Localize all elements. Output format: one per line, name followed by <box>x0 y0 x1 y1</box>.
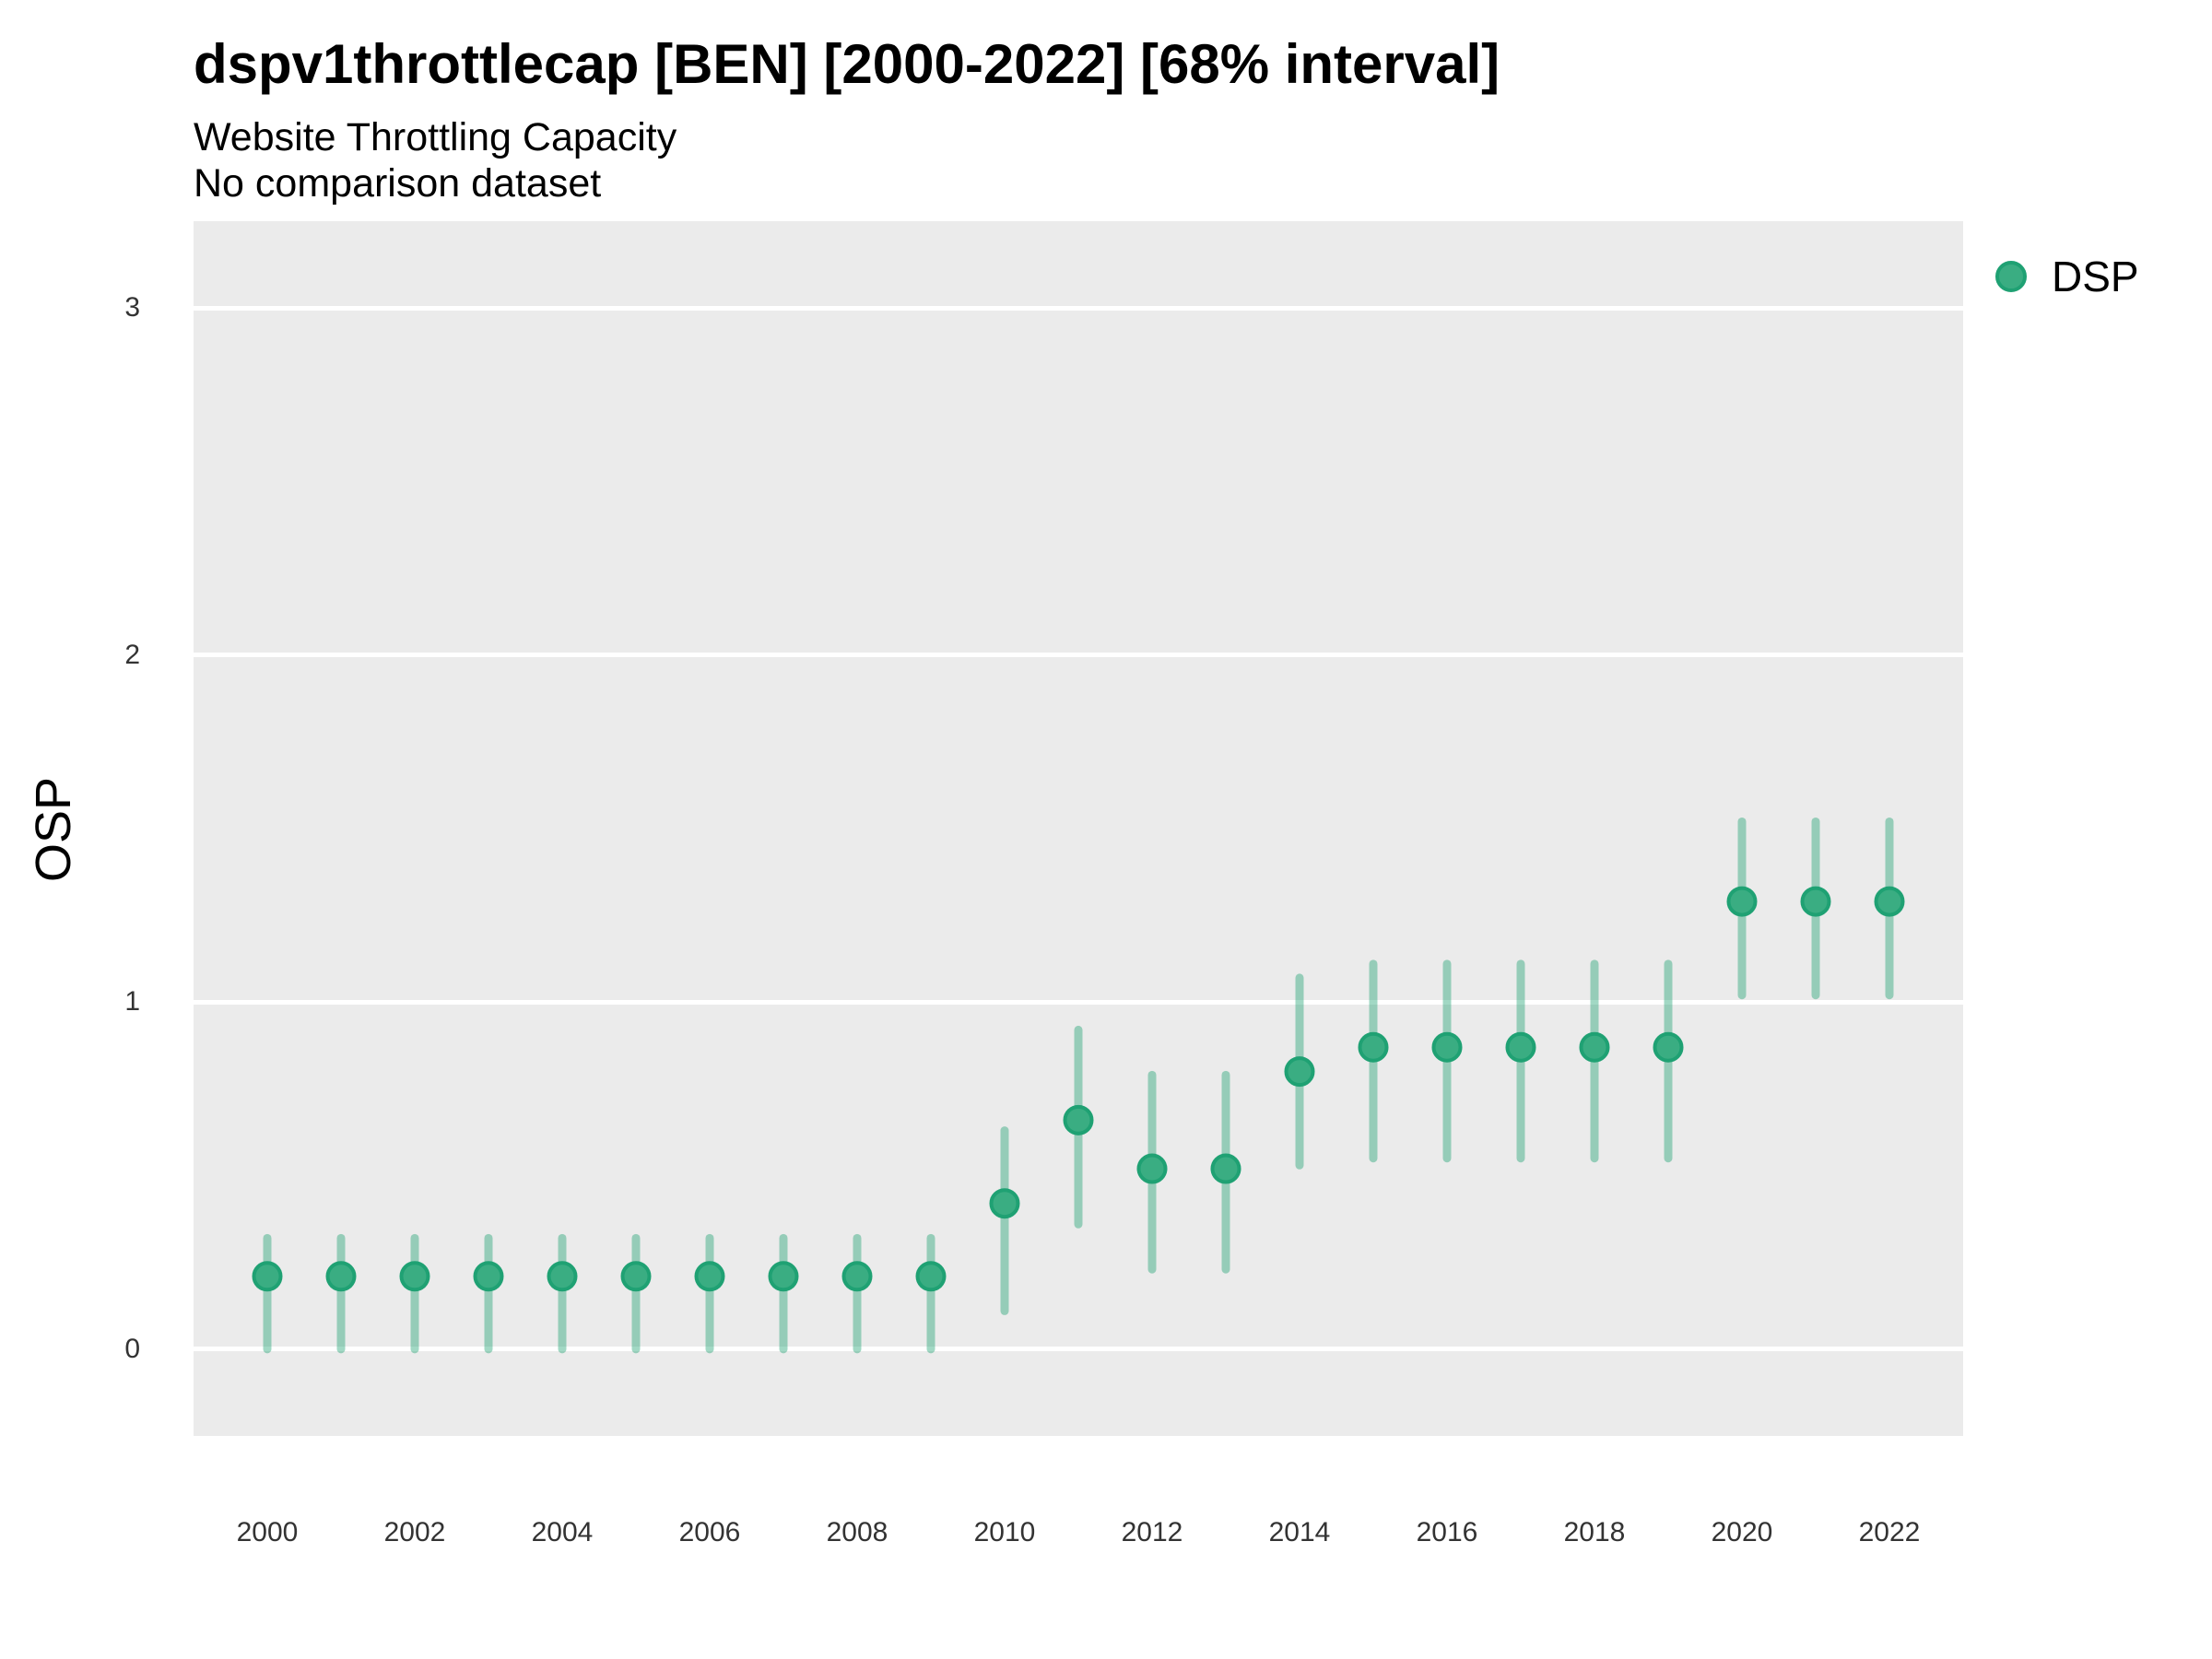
point-dsp-2003 <box>473 1261 504 1292</box>
x-tick-label-2006: 2006 <box>678 1517 741 1547</box>
plot-panel <box>194 221 1963 1436</box>
y-tick-label-1: 1 <box>124 986 140 1018</box>
point-dsp-2002 <box>399 1261 430 1292</box>
x-tick-label-2014: 2014 <box>1268 1517 1331 1547</box>
y-tick-label-2: 2 <box>124 639 140 670</box>
gridline-y-0 <box>194 1347 1963 1352</box>
point-dsp-2000 <box>252 1261 283 1292</box>
point-dsp-2005 <box>620 1261 652 1292</box>
legend-point-icon <box>1995 261 2027 292</box>
point-dsp-2008 <box>841 1261 873 1292</box>
point-dsp-2010 <box>989 1188 1020 1219</box>
point-dsp-2012 <box>1136 1153 1168 1184</box>
point-dsp-2011 <box>1063 1104 1094 1135</box>
plot-canvas <box>252 817 1905 1354</box>
point-dsp-2017 <box>1505 1031 1536 1063</box>
y-axis-title: OSP <box>26 776 81 883</box>
point-dsp-2004 <box>547 1261 578 1292</box>
point-dsp-2018 <box>1579 1031 1610 1063</box>
chart-note: No comparison dataset <box>194 161 602 206</box>
chart-subtitle: Website Throttling Capacity <box>194 115 677 159</box>
x-tick-label-2004: 2004 <box>531 1517 594 1547</box>
x-tick-label-2022: 2022 <box>1858 1517 1921 1547</box>
gridline-y-1 <box>194 999 1963 1005</box>
point-dsp-2013 <box>1210 1153 1241 1184</box>
x-tick-label-2002: 2002 <box>383 1517 446 1547</box>
y-tick-label-0: 0 <box>124 1333 140 1364</box>
y-tick-label-3: 3 <box>124 292 140 324</box>
point-dsp-2020 <box>1726 886 1758 917</box>
point-dsp-2021 <box>1800 886 1831 917</box>
x-tick-label-2018: 2018 <box>1563 1517 1626 1547</box>
x-tick-label-2000: 2000 <box>236 1517 299 1547</box>
x-tick-label-2008: 2008 <box>826 1517 888 1547</box>
point-dsp-2014 <box>1284 1056 1315 1088</box>
x-tick-label-2010: 2010 <box>973 1517 1036 1547</box>
x-tick-label-2012: 2012 <box>1121 1517 1183 1547</box>
x-tick-label-2020: 2020 <box>1711 1517 1773 1547</box>
gridline-y-3 <box>194 305 1963 311</box>
point-dsp-2007 <box>768 1261 799 1292</box>
legend-label-dsp: DSP <box>2052 253 2139 300</box>
point-dsp-2001 <box>325 1261 357 1292</box>
point-dsp-2006 <box>694 1261 725 1292</box>
gridline-y-2 <box>194 653 1963 658</box>
point-dsp-2009 <box>915 1261 947 1292</box>
x-tick-label-2016: 2016 <box>1416 1517 1478 1547</box>
point-dsp-2022 <box>1874 886 1905 917</box>
point-dsp-2016 <box>1431 1031 1463 1063</box>
point-dsp-2019 <box>1653 1031 1684 1063</box>
chart-title: dspv1throttlecap [BEN] [2000-2022] [68% … <box>194 33 1500 95</box>
point-dsp-2015 <box>1358 1031 1389 1063</box>
